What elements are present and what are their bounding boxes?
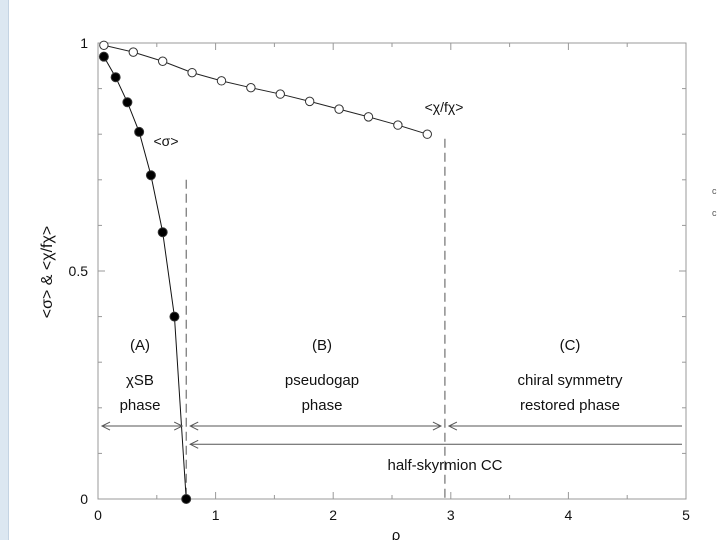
window-edge [0,0,9,540]
arrow-half-skyrmion-head-left [189,439,199,449]
data-point-s1-0 [98,51,109,62]
x-tick-label-3: 3 [447,507,455,523]
arrow-region-b-head-right [432,421,443,431]
data-point-s1-4 [145,170,156,181]
x-tick-label-5: 5 [682,507,690,523]
region-a-label: (A) [130,337,150,354]
x-tick-label-1: 1 [212,507,220,523]
region-c-label: (C) [560,337,581,354]
series-line-0 [103,44,428,135]
region-b-line2: phase [302,397,343,414]
data-point-s0-3 [187,67,197,78]
region-a-line2: phase [120,397,161,414]
x-tick-label-2: 2 [329,507,337,523]
axis-ticks: 0 1 2 3 4 5 0 0.5 1 [69,35,691,523]
region-b-line1: pseudogap [285,372,359,389]
region-b-label: (B) [312,337,332,354]
y-tick-label-0: 0 [80,491,88,507]
x-tick-label-4: 4 [565,507,573,523]
clipped-text-1: c [712,186,717,196]
half-skyrmion-label: half-skyrmion CC [387,457,502,474]
data-point-s1-7 [181,494,192,504]
data-point-s0-2 [157,56,168,66]
data-point-s1-6 [169,311,180,322]
region-c-line2: restored phase [520,397,620,414]
data-point-s1-1 [110,72,121,83]
data-point-s0-5 [246,82,256,93]
x-tick-label-0: 0 [94,507,102,523]
data-point-s1-3 [134,126,145,137]
region-a-line1: χSB [126,372,154,389]
series-lines [103,44,428,500]
data-point-s0-7 [304,96,315,107]
arrow-region-b-head-left [189,421,199,431]
data-point-s0-6 [275,89,285,99]
region-c-line1: chiral symmetry [517,372,623,389]
data-point-s0-11 [422,129,432,139]
y-axis-label: <σ> & <χ/fχ> [39,226,56,319]
data-point-s0-10 [393,120,403,130]
data-points [98,40,432,504]
curve-label-chi: <χ/fχ> [425,99,464,115]
phase-boundary-lines [185,138,446,499]
series-line-1 [103,56,187,500]
arrow-region-a-head-right [173,421,184,431]
data-point-s0-9 [363,112,374,122]
phase-arrows [100,421,682,449]
curve-label-sigma: <σ> [154,133,179,149]
data-point-s0-4 [216,76,227,86]
data-point-s0-0 [99,40,109,50]
data-point-s0-8 [334,104,344,114]
data-point-s0-1 [128,47,138,57]
arrow-region-a-head-left [100,421,111,431]
y-tick-label-2: 1 [80,35,88,51]
arrow-region-c-head-left [447,421,458,431]
data-point-s1-2 [122,97,133,108]
y-tick-label-1: 0.5 [69,263,89,279]
data-point-s1-5 [157,227,168,238]
clipped-text-2: c [712,208,717,218]
x-axis-label: ρ [392,527,401,540]
